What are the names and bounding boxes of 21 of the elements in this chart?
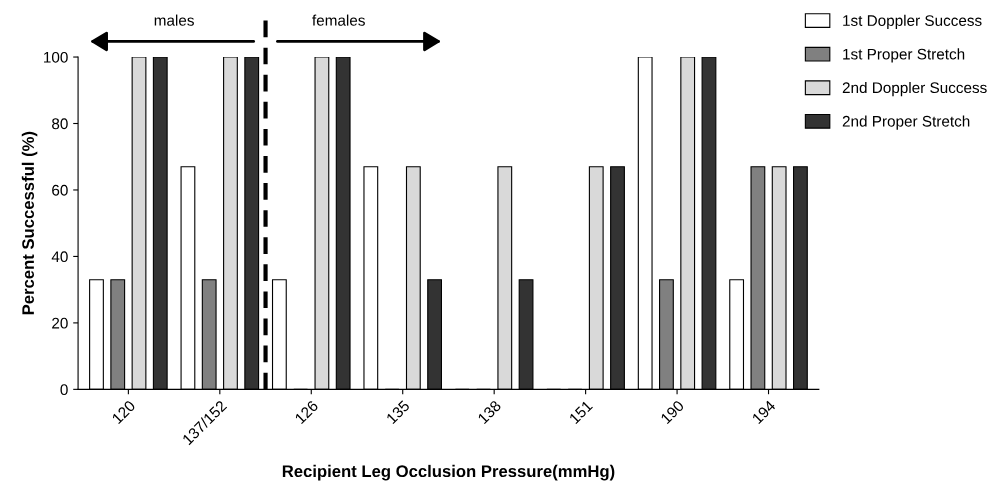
x-tick-label: 120 [111, 399, 136, 425]
y-tick-label: 40 [51, 251, 68, 263]
y-tick-label: 60 [52, 184, 68, 196]
x-tick-label: 135 [385, 399, 411, 425]
legend-label: 1st Doppler Success [843, 14, 982, 29]
y-tick-label: 0 [60, 384, 68, 396]
y-tick-label: 80 [52, 118, 68, 130]
text: males [154, 14, 194, 26]
x-tick-label: 190 [660, 399, 685, 425]
x-tick-label: 138 [477, 399, 502, 425]
x-axis-title: Recipient Leg Occlusion Pressure(mmHg) [282, 464, 615, 481]
x-tick-label: 126 [294, 399, 319, 425]
legend-label: 1st Proper Stretch [843, 48, 965, 63]
y-axis-title: Percent Successful (%) [21, 131, 38, 315]
legend-label: 2nd Doppler Success [842, 81, 987, 97]
y-tick-label: 100 [44, 51, 68, 63]
legend-label: 2nd Proper Stretch [842, 115, 970, 130]
x-tick-label: 151 [568, 400, 594, 425]
text: females [312, 14, 365, 26]
y-tick-label: 20 [52, 317, 68, 329]
x-tick-label: 194 [751, 399, 777, 425]
